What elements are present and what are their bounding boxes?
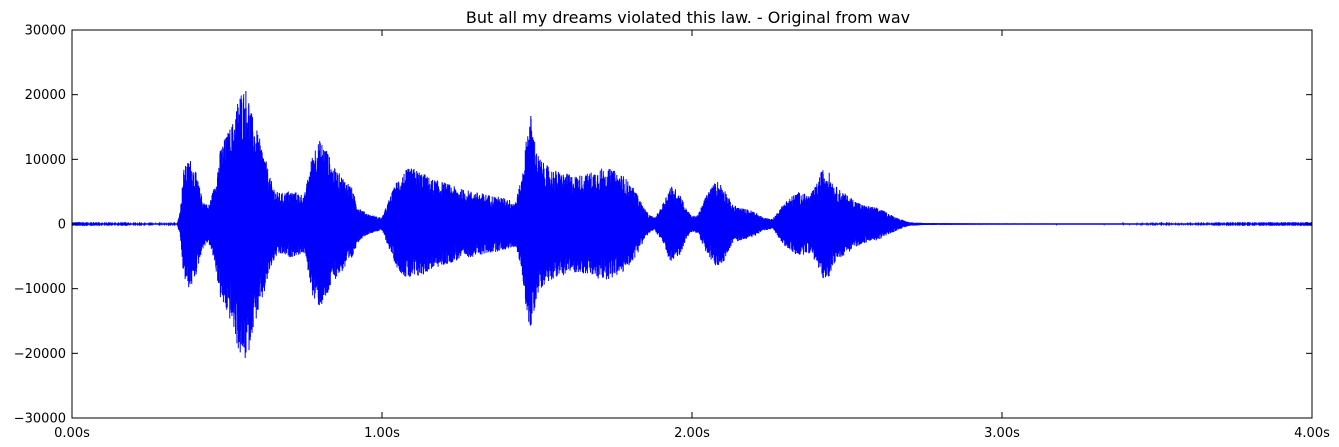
- x-axis-tick-labels: 0.00s 1.00s 2.00s 3.00s 4.00s: [54, 426, 1330, 441]
- y-tick-label: 0: [58, 218, 66, 233]
- y-tick-label: −30000: [14, 412, 66, 427]
- x-tick-label: 1.00s: [364, 426, 400, 441]
- x-tick-label: 2.00s: [674, 426, 710, 441]
- y-tick-label: 10000: [25, 153, 66, 168]
- plot-area: [71, 29, 1313, 419]
- y-tick-label: −20000: [14, 347, 66, 362]
- y-tick-label: 30000: [25, 24, 66, 39]
- x-tick-label: 4.00s: [1294, 426, 1330, 441]
- chart-title: But all my dreams violated this law. - O…: [466, 8, 910, 27]
- waveform-series: [72, 91, 1312, 359]
- y-tick-label: −10000: [14, 282, 66, 297]
- y-axis-tick-labels: −30000 −20000 −10000 0 10000 20000 30000: [14, 24, 66, 427]
- y-tick-label: 20000: [25, 88, 66, 103]
- plot-frame: [71, 29, 1313, 419]
- x-tick-label: 3.00s: [984, 426, 1020, 441]
- x-tick-label: 0.00s: [54, 426, 90, 441]
